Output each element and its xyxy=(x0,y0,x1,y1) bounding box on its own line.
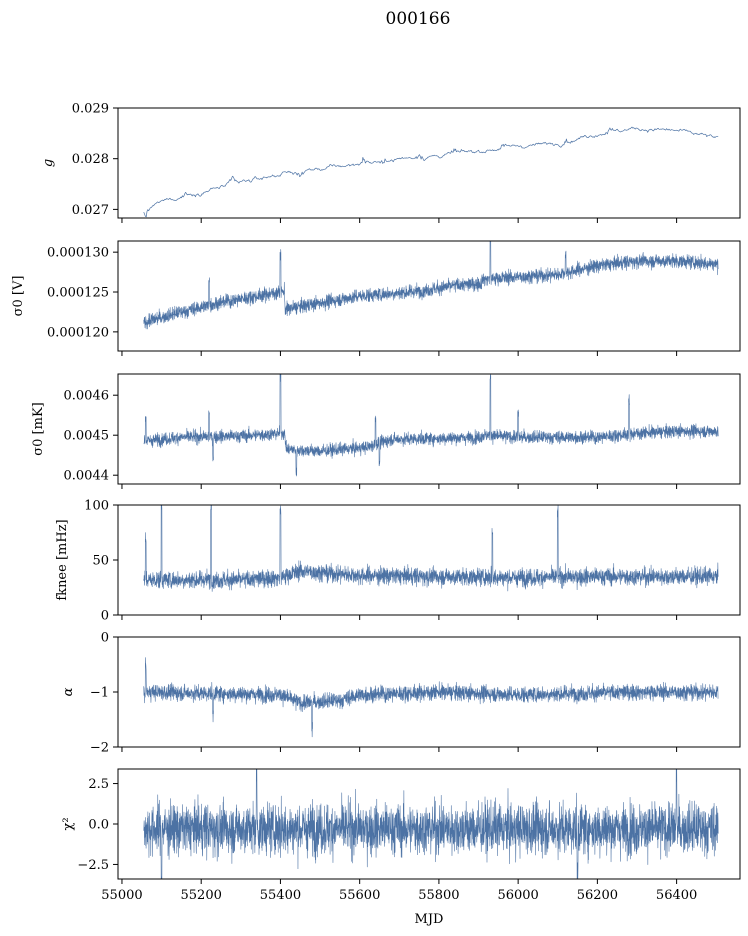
y-tick-label: 0.0 xyxy=(88,818,109,833)
panel-1: 0.027 0.028 0.029 g xyxy=(41,102,741,223)
series-line-1 xyxy=(143,126,719,218)
axes-frame xyxy=(117,240,741,352)
y-tick-label: 0.0046 xyxy=(64,389,110,404)
figure-title: 000166 xyxy=(386,9,451,29)
axes-frame xyxy=(117,107,741,219)
y-tick-label: 0.0045 xyxy=(64,429,110,444)
y-tick-label: 0.029 xyxy=(72,102,109,117)
panel-6: −2.5 0.0 2.5 55000 55200 55400 55600 55800 56000… xyxy=(61,768,741,903)
y-tick-label: 0.000125 xyxy=(47,286,109,301)
y-tick-label: 0.0044 xyxy=(64,469,110,484)
y-tick-label: 0.028 xyxy=(72,152,109,167)
x-axis-label: MJD xyxy=(415,912,444,927)
panel-4: 0 50 100 fknee [mHz] xyxy=(55,499,741,624)
y-tick-label: 0.000120 xyxy=(47,325,109,340)
x-tick-label: 56200 xyxy=(577,888,618,903)
y-axis-label-4: fknee [mHz] xyxy=(55,519,70,600)
panel-5: −2 −1 0 α xyxy=(61,631,741,756)
panel-3: 0.0044 0.0045 0.0046 σ0 [mK] xyxy=(31,373,741,489)
y-tick-label: 0.027 xyxy=(72,203,109,218)
y-axis-label-3: σ0 [mK] xyxy=(31,402,46,455)
y-tick-label: 50 xyxy=(92,554,109,569)
panels: 0.027 0.028 0.029 g 0.000120 0.000125 0.000130… xyxy=(11,102,741,903)
axes-frame xyxy=(117,373,741,485)
y-tick-label: −2.5 xyxy=(77,858,109,873)
x-tick-label: 55400 xyxy=(260,888,301,903)
y-tick-label: 2.5 xyxy=(88,777,109,792)
x-tick-label: 55000 xyxy=(101,888,142,903)
series-line-2 xyxy=(143,240,719,330)
panel-2: 0.000120 0.000125 0.000130 σ0 [V] xyxy=(11,240,741,356)
x-tick-label: 55200 xyxy=(181,888,222,903)
y-tick-label: 100 xyxy=(84,499,109,514)
series-line-3 xyxy=(143,373,719,477)
y-tick-label: 0 xyxy=(101,609,109,624)
y-axis-label-5: α xyxy=(61,687,76,696)
y-tick-label: −1 xyxy=(90,686,109,701)
y-axis-label-1: g xyxy=(41,159,56,167)
series-line-6 xyxy=(143,768,719,880)
series-line-5 xyxy=(143,657,719,738)
y-tick-label: −2 xyxy=(90,741,109,756)
x-tick-label: 56000 xyxy=(497,888,538,903)
series-line-4 xyxy=(143,504,719,592)
y-axis-label-6: χ² xyxy=(61,817,76,830)
y-tick-label: 0.000130 xyxy=(47,246,109,261)
x-tick-label: 56400 xyxy=(656,888,697,903)
y-tick-label: 0 xyxy=(101,631,109,646)
x-tick-label: 55800 xyxy=(418,888,459,903)
y-axis-label-2: σ0 [V] xyxy=(11,276,26,317)
x-tick-label: 55600 xyxy=(339,888,380,903)
